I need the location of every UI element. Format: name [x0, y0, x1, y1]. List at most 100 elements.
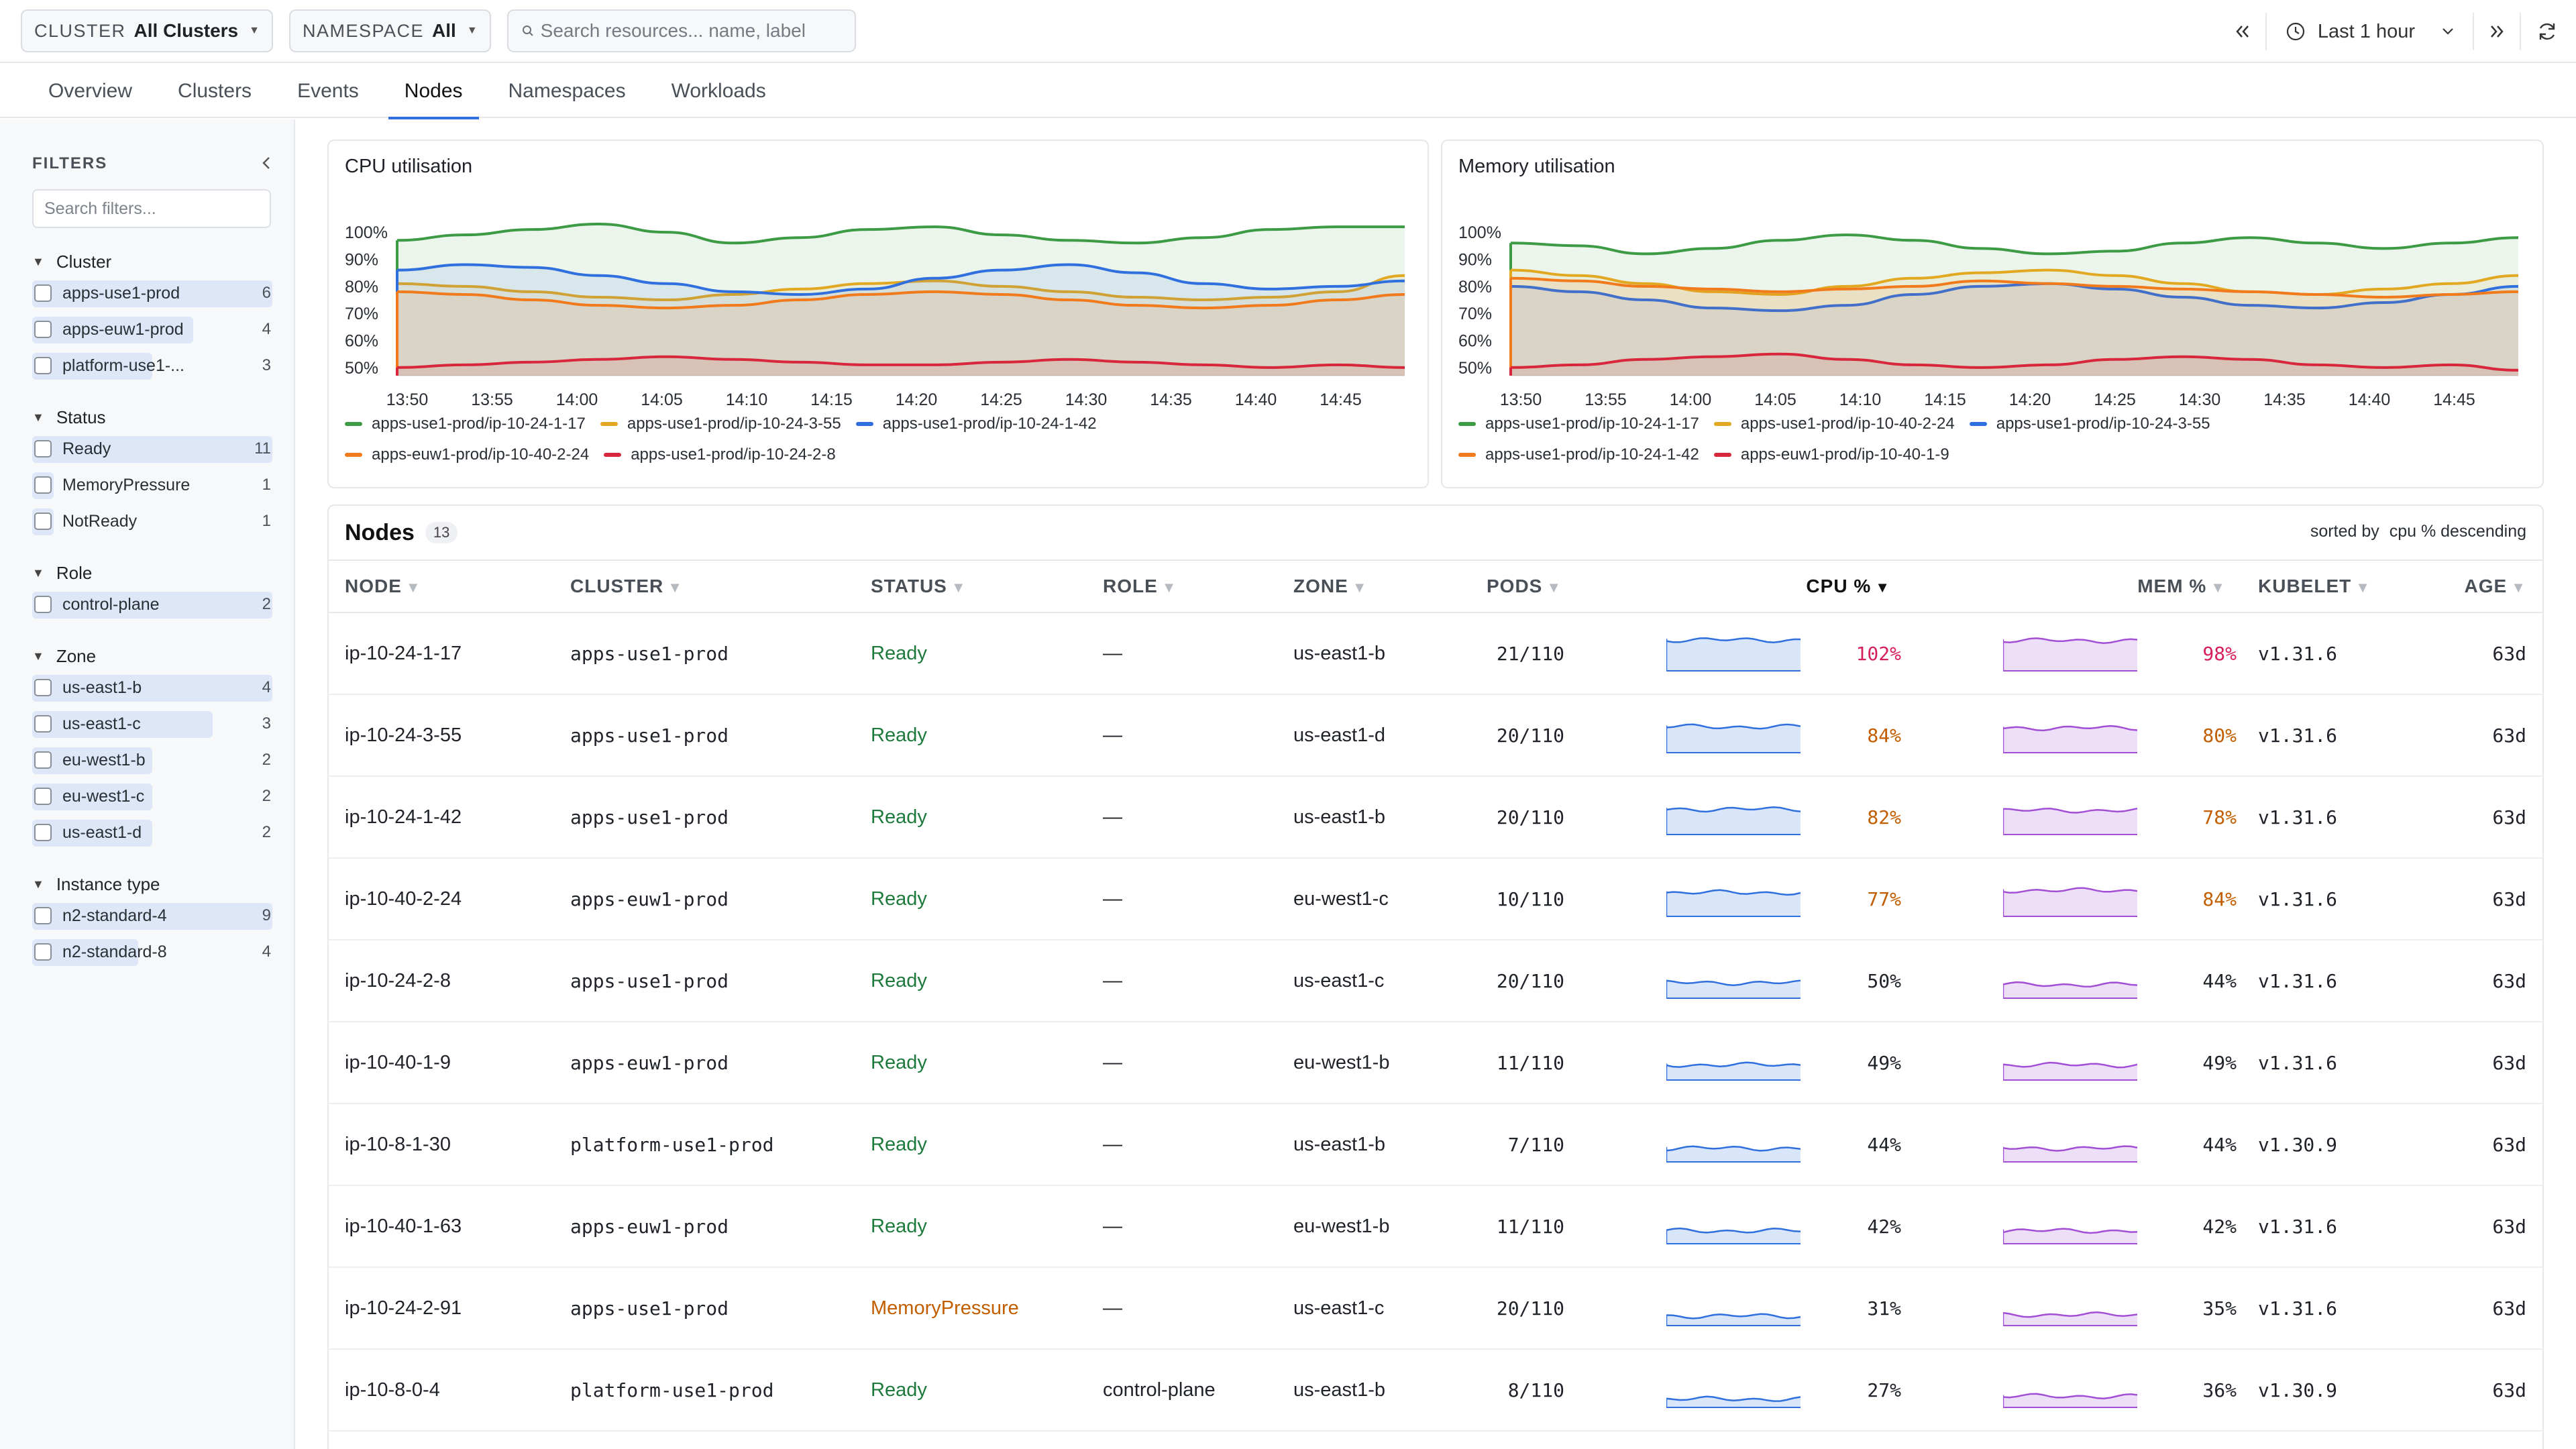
filter-group-toggle[interactable]: ▼ Zone: [32, 643, 271, 669]
node-name[interactable]: ip-10-24-2-8: [345, 970, 451, 991]
node-cluster[interactable]: platform-use1-prod: [570, 1134, 774, 1156]
filter-option-eu-west1-b[interactable]: eu-west1-b 2: [32, 742, 271, 778]
filter-checkbox[interactable]: [34, 824, 52, 841]
namespace-selector[interactable]: NAMESPACE All ▼: [288, 9, 491, 52]
table-row[interactable]: ip-10-24-3-55 apps-use1-prod Ready — us-east…: [329, 695, 2542, 777]
filter-checkbox[interactable]: [34, 596, 52, 613]
node-name[interactable]: ip-10-40-1-9: [345, 1052, 451, 1073]
table-row[interactable]: ip-10-40-2-24 apps-euw1-prod Ready — eu-west…: [329, 859, 2542, 941]
sort-icon: ▼: [951, 579, 967, 596]
filter-option-n2-standard-4[interactable]: n2-standard-4 9: [32, 898, 272, 934]
legend-item[interactable]: apps-use1-prod/ip-10-40-2-24: [1713, 415, 1955, 433]
column-header-zone[interactable]: ZONE ▼: [1293, 576, 1368, 597]
filter-option-eu-west1-c[interactable]: eu-west1-c 2: [32, 778, 271, 814]
node-cluster[interactable]: apps-euw1-prod: [570, 888, 729, 910]
column-header-pods[interactable]: PODS ▼: [1487, 576, 1562, 597]
filter-option-memorypressure[interactable]: MemoryPressure 1: [32, 467, 271, 503]
filter-search-input[interactable]: Search filters...: [32, 189, 271, 228]
filter-checkbox[interactable]: [34, 907, 52, 924]
node-name[interactable]: ip-10-8-0-4: [345, 1379, 440, 1401]
legend-item[interactable]: apps-use1-prod/ip-10-24-1-42: [855, 415, 1097, 433]
column-header-role[interactable]: ROLE ▼: [1103, 576, 1177, 597]
time-back-button[interactable]: [2220, 0, 2265, 63]
filter-checkbox[interactable]: [34, 357, 52, 374]
tab-nodes[interactable]: Nodes: [388, 64, 479, 119]
tab-clusters[interactable]: Clusters: [178, 80, 252, 102]
filter-checkbox[interactable]: [34, 788, 52, 805]
filter-checkbox[interactable]: [34, 284, 52, 302]
filter-group-toggle[interactable]: ▼ Role: [32, 559, 271, 586]
column-header-cpu[interactable]: CPU % ▼: [1806, 576, 1890, 597]
refresh-button[interactable]: [2521, 0, 2576, 63]
table-row[interactable]: ip-10-40-1-9 apps-euw1-prod Ready — eu-west1…: [329, 1022, 2542, 1104]
column-header-cluster[interactable]: CLUSTER ▼: [570, 576, 683, 597]
filter-checkbox[interactable]: [34, 440, 52, 458]
tab-namespaces[interactable]: Namespaces: [508, 80, 626, 102]
node-name[interactable]: ip-10-24-3-55: [345, 724, 462, 746]
node-cluster[interactable]: apps-euw1-prod: [570, 1052, 729, 1074]
filter-option-label: control-plane: [62, 594, 160, 614]
node-cluster[interactable]: apps-euw1-prod: [570, 1216, 729, 1238]
legend-item[interactable]: apps-euw1-prod/ip-10-40-1-9: [1713, 445, 1949, 464]
filter-checkbox[interactable]: [34, 751, 52, 769]
node-name[interactable]: ip-10-40-2-24: [345, 888, 462, 910]
tab-workloads[interactable]: Workloads: [671, 80, 766, 102]
time-range-picker[interactable]: Last 1 hour: [2267, 0, 2473, 63]
filter-option-apps-use1-prod[interactable]: apps-use1-prod 6: [32, 275, 272, 311]
node-cluster[interactable]: apps-use1-prod: [570, 643, 729, 665]
column-header-kubelet[interactable]: KUBELET ▼: [2258, 576, 2371, 597]
time-forward-button[interactable]: [2474, 0, 2520, 63]
node-name[interactable]: ip-10-24-1-17: [345, 643, 462, 664]
filter-option-us-east1-d[interactable]: us-east1-d 2: [32, 814, 271, 851]
filter-group-toggle[interactable]: ▼ Status: [32, 404, 271, 431]
legend-item[interactable]: apps-use1-prod/ip-10-24-1-17: [345, 415, 586, 433]
filter-checkbox[interactable]: [34, 513, 52, 530]
node-cluster[interactable]: apps-use1-prod: [570, 724, 729, 747]
legend-item[interactable]: apps-use1-prod/ip-10-24-3-55: [600, 415, 841, 433]
node-cluster[interactable]: apps-use1-prod: [570, 1297, 729, 1320]
filter-checkbox[interactable]: [34, 679, 52, 696]
table-row[interactable]: ip-10-8-1-30 platform-use1-prod Ready — us-e…: [329, 1104, 2542, 1186]
table-row[interactable]: ip-10-24-2-91 apps-use1-prod MemoryPressur…: [329, 1268, 2542, 1350]
node-name[interactable]: ip-10-8-1-30: [345, 1134, 451, 1155]
collapse-sidebar-button[interactable]: [262, 154, 271, 174]
filter-option-platform-use1[interactable]: platform-use1-... 3: [32, 347, 271, 384]
filter-option-apps-euw1-prod[interactable]: apps-euw1-prod 4: [32, 311, 271, 347]
legend-item[interactable]: apps-euw1-prod/ip-10-40-2-24: [345, 445, 589, 464]
table-row[interactable]: ip-10-24-1-17 apps-use1-prod Ready — us-east…: [329, 613, 2542, 695]
table-row[interactable]: ip-10-24-2-8 apps-use1-prod Ready — us-east1…: [329, 941, 2542, 1022]
filter-option-us-east1-b[interactable]: us-east1-b 4: [32, 669, 272, 706]
filter-checkbox[interactable]: [34, 321, 52, 338]
column-header-status[interactable]: STATUS ▼: [871, 576, 967, 597]
column-header-mem[interactable]: MEM % ▼: [2137, 576, 2226, 597]
node-cluster[interactable]: platform-use1-prod: [570, 1379, 774, 1401]
resource-search-input[interactable]: Search resources... name, label: [506, 9, 856, 52]
legend-item[interactable]: apps-use1-prod/ip-10-24-3-55: [1969, 415, 2210, 433]
node-name[interactable]: ip-10-24-1-42: [345, 806, 462, 828]
filter-option-us-east1-c[interactable]: us-east1-c 3: [32, 706, 271, 742]
table-row[interactable]: ip-10-8-0-4 platform-use1-prod Ready contro…: [329, 1350, 2542, 1432]
node-cluster[interactable]: apps-use1-prod: [570, 806, 729, 828]
cluster-selector[interactable]: CLUSTER All Clusters ▼: [21, 9, 273, 52]
node-name[interactable]: ip-10-24-2-91: [345, 1297, 462, 1319]
table-row[interactable]: ip-10-24-1-42 apps-use1-prod Ready — us-east…: [329, 777, 2542, 859]
filter-group-toggle[interactable]: ▼ Cluster: [32, 248, 271, 275]
legend-item[interactable]: apps-use1-prod/ip-10-24-1-17: [1458, 415, 1699, 433]
node-name[interactable]: ip-10-40-1-63: [345, 1216, 462, 1237]
tab-events[interactable]: Events: [297, 80, 359, 102]
node-cluster[interactable]: apps-use1-prod: [570, 970, 729, 992]
filter-option-control-plane[interactable]: control-plane 2: [32, 586, 272, 623]
filter-checkbox[interactable]: [34, 715, 52, 733]
column-header-node[interactable]: NODE ▼: [345, 576, 421, 597]
tab-overview[interactable]: Overview: [48, 80, 133, 102]
column-header-age[interactable]: AGE ▼: [2465, 576, 2526, 597]
legend-item[interactable]: apps-use1-prod/ip-10-24-1-42: [1458, 445, 1699, 464]
filter-option-n2-standard-8[interactable]: n2-standard-8 4: [32, 934, 271, 970]
filter-checkbox[interactable]: [34, 476, 52, 494]
filter-checkbox[interactable]: [34, 943, 52, 961]
filter-option-notready[interactable]: NotReady 1: [32, 503, 271, 539]
filter-group-toggle[interactable]: ▼ Instance type: [32, 871, 271, 898]
legend-item[interactable]: apps-use1-prod/ip-10-24-2-8: [604, 445, 836, 464]
table-row[interactable]: ip-10-40-1-63 apps-euw1-prod Ready — eu-west…: [329, 1186, 2542, 1268]
filter-option-ready[interactable]: Ready 11: [32, 431, 272, 467]
